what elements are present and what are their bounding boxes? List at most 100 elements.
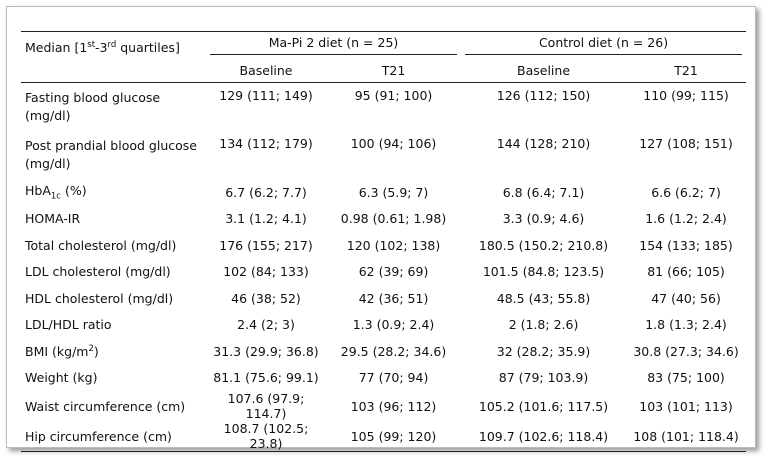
label-part: LDL/HDL ratio bbox=[25, 317, 112, 333]
table-row: Post prandial blood glucose (mg/dl) 134 (… bbox=[21, 131, 746, 179]
cell: 6.8 (6.4; 7.1) bbox=[502, 184, 585, 200]
label-part: 2 bbox=[88, 343, 94, 354]
cell: 31.3 (29.9; 36.8) bbox=[213, 343, 319, 359]
table-head: Median [1st-3rd quartiles] Ma-Pi 2 diet … bbox=[21, 31, 747, 83]
label-part: -3 bbox=[95, 40, 108, 56]
label-part: Waist circumference (cm) bbox=[25, 398, 186, 414]
subheader: Baseline bbox=[206, 58, 326, 83]
cell: 101.5 (84.8; 123.5) bbox=[482, 264, 605, 280]
table-row: Weight (kg) 81.1 (75.6; 99.1) 77 (70; 94) 8… bbox=[21, 365, 746, 392]
table-body: Fasting blood glucose (mg/dl) 129 (111; 1… bbox=[21, 83, 747, 452]
cell: 144 (128; 210) bbox=[496, 136, 591, 151]
row-label: Waist circumference (cm) bbox=[21, 391, 206, 421]
subheader-row: Baseline T21 Baseline T21 bbox=[21, 58, 747, 83]
cell: 1.3 (0.9; 2.4) bbox=[352, 317, 435, 333]
cell: 87 (79; 103.9) bbox=[498, 370, 589, 386]
cell: 29.5 (28.2; 34.6) bbox=[340, 343, 447, 359]
row-label: Weight (kg) bbox=[21, 365, 206, 392]
row-label: Total cholesterol (mg/dl) bbox=[21, 232, 206, 259]
label-part: BMI (kg/m bbox=[25, 343, 89, 359]
cell: 46 (38; 52) bbox=[231, 290, 301, 306]
label-part: Fasting blood glucose (mg/dl) bbox=[25, 90, 161, 123]
cell: 1.6 (1.2; 2.4) bbox=[645, 211, 727, 227]
cell: 1.8 (1.3; 2.4) bbox=[645, 317, 727, 333]
row-label: LDL cholesterol (mg/dl) bbox=[21, 259, 206, 286]
row-label: Hip circumference (cm) bbox=[21, 421, 206, 452]
label-part: HbA bbox=[25, 183, 51, 198]
table-row: Waist circumference (cm) 107.6 (97.9; 114… bbox=[21, 391, 746, 421]
cell: 6.6 (6.2; 7) bbox=[651, 184, 721, 200]
subheader: T21 bbox=[626, 58, 747, 83]
label-part: HDL cholesterol (mg/dl) bbox=[25, 290, 174, 306]
table-row: Total cholesterol (mg/dl) 176 (155; 217) 1… bbox=[21, 232, 746, 259]
label-part: Total cholesterol (mg/dl) bbox=[25, 237, 177, 253]
cell: 180.5 (150.2; 210.8) bbox=[478, 237, 609, 253]
frame: Median [1st-3rd quartiles] Ma-Pi 2 diet … bbox=[6, 6, 756, 452]
cell: 109.7 (102.6; 118.4) bbox=[461, 421, 627, 452]
table-row: HDL cholesterol (mg/dl) 46 (38; 52) 42 (36… bbox=[21, 285, 746, 312]
cell: 77 (70; 94) bbox=[358, 370, 429, 386]
cell: 105 (99; 120) bbox=[326, 421, 462, 452]
cell: 47 (40; 56) bbox=[651, 290, 721, 306]
cell: 6.7 (6.2; 7.7) bbox=[225, 184, 307, 200]
header-label: Median [1st-3rd quartiles] bbox=[21, 31, 206, 83]
row-label: HOMA-IR bbox=[21, 206, 206, 233]
table: Median [1st-3rd quartiles] Ma-Pi 2 diet … bbox=[21, 31, 747, 452]
table-row: Fasting blood glucose (mg/dl) 129 (111; 1… bbox=[21, 83, 746, 132]
label-part: rd bbox=[107, 40, 117, 50]
cell: 105.2 (101.6; 117.5) bbox=[478, 398, 609, 414]
row-label: HDL cholesterol (mg/dl) bbox=[21, 285, 206, 312]
header-row: Median [1st-3rd quartiles] Ma-Pi 2 diet … bbox=[21, 31, 747, 83]
row-label: LDL/HDL ratio bbox=[21, 312, 206, 339]
cell: 108.7 (102.5; 23.8) bbox=[206, 421, 326, 452]
label-part: 1c bbox=[50, 191, 61, 202]
cell: 62 (39; 69) bbox=[358, 264, 429, 280]
label-part: Median [1 bbox=[25, 40, 88, 56]
cell: 102 (84; 133) bbox=[223, 264, 309, 280]
table-row: LDL/HDL ratio 2.4 (2; 3) 1.3 (0.9; 2.4) 2 (… bbox=[21, 312, 746, 339]
cell: 126 (112; 150) bbox=[496, 88, 591, 103]
label-part: LDL cholesterol (mg/dl) bbox=[25, 264, 171, 280]
cell: 107.6 (97.9; 114.7) bbox=[227, 391, 305, 421]
cell: 110 (99; 115) bbox=[643, 88, 729, 103]
row-label: Fasting blood glucose (mg/dl) bbox=[21, 83, 206, 132]
group-header: Ma-Pi 2 diet (n = 25) bbox=[206, 31, 462, 58]
cell: 30.8 (27.3; 34.6) bbox=[633, 343, 739, 359]
table-row: Hip circumference (cm) 108.7 (102.5; 23.8… bbox=[21, 421, 747, 452]
cell: 3.3 (0.9; 4.6) bbox=[502, 211, 585, 227]
cell: 154 (133; 185) bbox=[639, 237, 733, 253]
row-label: HbA1c (%) bbox=[21, 179, 206, 206]
cell: 42 (36; 51) bbox=[358, 290, 429, 306]
label-part: Post prandial blood glucose (mg/dl) bbox=[25, 138, 197, 171]
cell: 6.3 (5.9; 7) bbox=[358, 184, 429, 200]
cell: 2.4 (2; 3) bbox=[237, 317, 295, 333]
cell: 129 (111; 149) bbox=[219, 88, 313, 103]
cell: 120 (102; 138) bbox=[346, 237, 441, 253]
cell: 81 (66; 105) bbox=[647, 264, 725, 280]
row-label: BMI (kg/m2) bbox=[21, 338, 206, 365]
cell: 95 (91; 100) bbox=[354, 88, 433, 103]
subheader: Baseline bbox=[461, 58, 627, 83]
cell: 103 (96; 112) bbox=[350, 398, 437, 414]
table-row: BMI (kg/m2) 31.3 (29.9; 36.8) 29.5 (28.2; … bbox=[21, 338, 746, 365]
cell: 81.1 (75.6; 99.1) bbox=[213, 370, 319, 386]
cell: 103 (101; 113) bbox=[639, 398, 733, 414]
cell: 3.1 (1.2; 4.1) bbox=[225, 211, 307, 227]
group-title: Ma-Pi 2 diet (n = 25) bbox=[210, 35, 458, 55]
label-part: Weight (kg) bbox=[25, 370, 98, 386]
table-row: LDL cholesterol (mg/dl) 102 (84; 133) 62 (… bbox=[21, 259, 746, 286]
table-row: HbA1c (%) 6.7 (6.2; 7.7) 6.3 (5.9; 7) 6.8 (… bbox=[21, 179, 746, 206]
cell: 176 (155; 217) bbox=[219, 237, 313, 253]
cell: 48.5 (43; 55.8) bbox=[496, 290, 591, 306]
label-part: HOMA-IR bbox=[25, 211, 81, 227]
group-header: Control diet (n = 26) bbox=[461, 31, 747, 58]
cell: 100 (94; 106) bbox=[350, 136, 437, 151]
cell: 32 (28.2; 35.9) bbox=[496, 343, 591, 359]
cell: 0.98 (0.61; 1.98) bbox=[340, 211, 447, 227]
label-part: quartiles] bbox=[116, 40, 180, 56]
group-title: Control diet (n = 26) bbox=[465, 35, 743, 55]
label-part: (%) bbox=[60, 183, 87, 198]
subheader: T21 bbox=[326, 58, 462, 83]
cell: 83 (75; 100) bbox=[647, 370, 725, 386]
